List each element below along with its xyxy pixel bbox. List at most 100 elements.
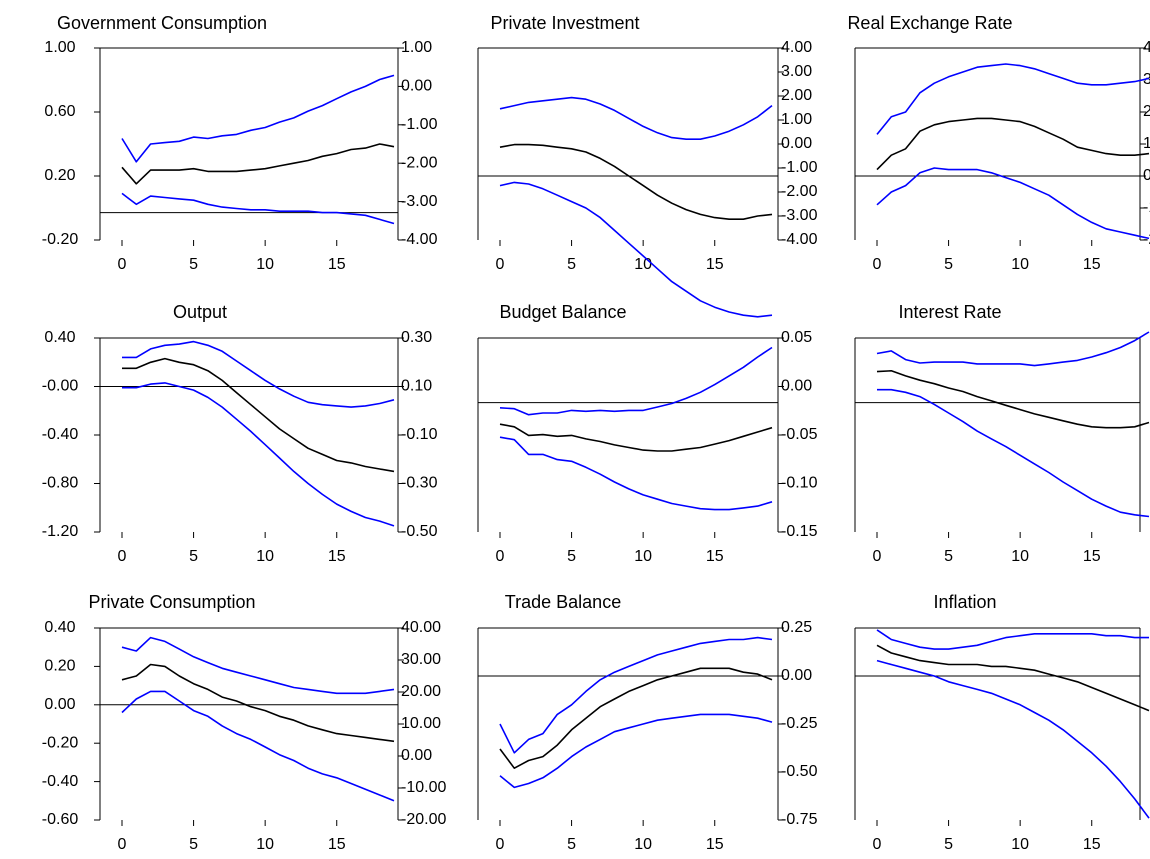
x-tick-label: 5 [567,836,576,853]
series-line-lower-band [876,659,1150,819]
right-tick-label: 1.00 [781,111,812,128]
right-tick-label: -10.00 [401,779,446,796]
x-tick-label: 0 [496,256,505,273]
chart-panel: Interest Rate 0 5 10 15 [854,302,1150,565]
chart-panel: Government Consumption 1.00 0.60 0.20 -0.20 1… [42,13,438,273]
series-line-lower-band [877,388,1150,518]
series-line-lower-band [121,192,395,225]
right-tick-label: 0.10 [401,378,432,395]
right-tick-label: -1.00 [401,116,438,133]
x-tick-label: 10 [1011,836,1029,853]
left-tick-label: 1.00 [44,39,75,56]
right-tick-label: -2.00 [1143,231,1150,248]
x-tick-label: 10 [634,256,652,273]
series-line-lower-band [499,436,773,511]
x-tick-label: 0 [496,548,505,565]
x-tick-label: 5 [567,548,576,565]
series-line-estimate [121,143,395,185]
right-tick-label: 2.00 [781,87,812,104]
right-tick-label: -0.75 [781,811,818,828]
right-tick-label: 1.00 [1143,135,1150,152]
x-tick-label: 15 [1083,256,1101,273]
right-tick-label: -2.00 [401,154,438,171]
series-line-estimate [121,663,395,743]
series-line-lower-band [876,167,1150,240]
left-tick-label: -0.20 [42,231,79,248]
right-tick-label: 2.00 [1143,103,1150,120]
x-tick-label: 0 [118,548,127,565]
right-tick-label: -2.00 [781,183,818,200]
right-tick-label: 40.00 [401,619,441,636]
right-tick-label: 3.00 [781,63,812,80]
right-tick-label: 0.00 [401,747,432,764]
x-tick-label: 0 [118,256,127,273]
x-tick-label: 15 [1083,548,1101,565]
left-tick-label: -0.40 [42,426,79,443]
series-line-estimate [876,117,1150,171]
right-tick-label: 0.00 [781,135,812,152]
series-line-estimate [499,423,773,452]
right-tick-label: -4.00 [781,231,818,248]
x-tick-label: 10 [634,548,652,565]
series-line-upper-band [499,346,773,416]
series-line-upper-band [499,636,773,754]
left-tick-label: 0.40 [44,619,75,636]
x-tick-label: 5 [567,256,576,273]
right-tick-label: -20.00 [401,811,446,828]
left-tick-label: -1.20 [42,523,79,540]
x-tick-label: 15 [328,548,346,565]
series-line-lower-band [499,713,773,789]
x-tick-label: 5 [944,836,953,853]
x-tick-label: 15 [706,548,724,565]
right-tick-label: 1.00 [401,39,432,56]
chart-title: Private Consumption [88,592,255,612]
chart-panel: Budget Balance 0.05 0.00 -0.05 -0.10 -0.15 0 5 1… [477,302,818,565]
chart-panel: Inflation 0 5 10 15 [854,592,1150,853]
right-tick-label: -0.15 [781,523,818,540]
right-tick-label: 30.00 [401,651,441,668]
left-tick-label: 0.60 [44,103,75,120]
left-tick-label: 0.20 [44,658,75,675]
left-tick-label: -0.00 [42,378,79,395]
x-tick-label: 10 [1011,256,1029,273]
series-line-upper-band [876,331,1150,367]
x-tick-label: 10 [256,548,274,565]
left-tick-label: 0.20 [44,167,75,184]
x-tick-label: 15 [328,256,346,273]
x-tick-label: 5 [189,836,198,853]
series-line-estimate [499,667,773,770]
left-tick-label: -0.60 [42,811,79,828]
chart-title: Budget Balance [499,302,626,322]
x-tick-label: 10 [256,836,274,853]
left-tick-label: 0.00 [44,696,75,713]
right-tick-label: -0.10 [781,475,818,492]
left-tick-label: -0.40 [42,773,79,790]
series-line-upper-band [121,636,395,695]
right-tick-label: -1.00 [781,159,818,176]
chart-title: Private Investment [490,13,639,33]
x-tick-label: 5 [944,256,953,273]
x-tick-label: 5 [944,548,953,565]
chart-title: Real Exchange Rate [847,13,1012,33]
chart-panel: Private Consumption 0.40 0.20 0.00 -0.20 -0.4… [42,592,447,853]
right-tick-label: -0.30 [401,475,438,492]
left-tick-label: -0.80 [42,475,79,492]
right-tick-label: 0.25 [781,619,812,636]
right-tick-label: -0.10 [401,426,438,443]
right-tick-label: -0.05 [781,426,818,443]
series-line-upper-band [122,340,395,408]
x-tick-label: 0 [873,548,882,565]
x-tick-label: 15 [706,836,724,853]
right-tick-label: 0.00 [401,78,432,95]
series-line-estimate [876,369,1150,429]
chart-panel: Real Exchange Rate4.003.002.001.000.00-1… [847,13,1150,273]
x-tick-label: 15 [1083,836,1101,853]
series-line-lower-band [121,690,395,802]
series-line-estimate [499,143,773,220]
x-tick-label: 15 [706,256,724,273]
x-tick-label: 0 [873,836,882,853]
right-tick-label: -1.00 [1143,199,1150,216]
right-tick-label: 4.00 [781,39,812,56]
chart-panel: Private Investment 4.00 3.00 2.00 1.00 0.00 -1… [477,13,818,318]
